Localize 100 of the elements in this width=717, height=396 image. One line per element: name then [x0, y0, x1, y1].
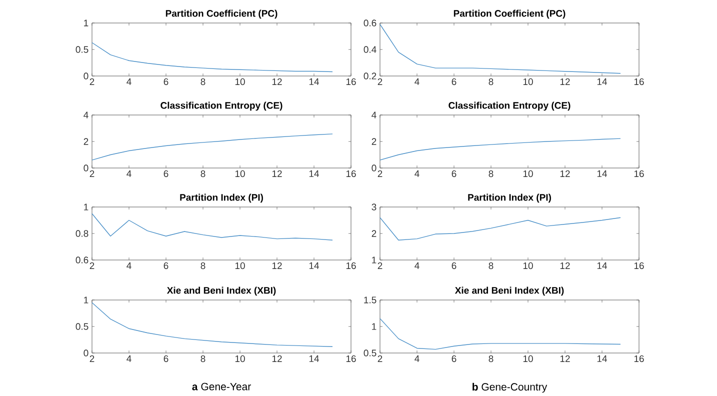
y-tick-label: 0.5 — [76, 46, 88, 53]
x-tick-label: 14 — [309, 262, 319, 269]
y-tick-label: 1 — [372, 323, 376, 330]
x-tick-label: 2 — [90, 355, 94, 362]
text: b Gene-Country — [472, 382, 548, 393]
x-tick-label: 4 — [414, 78, 420, 85]
y-tick-label: 0.8 — [76, 230, 88, 237]
x-tick-label: 4 — [126, 170, 132, 177]
x-tick-label: 8 — [200, 170, 206, 178]
x-tick-label: 10 — [523, 78, 533, 86]
x-tick-label: 2 — [378, 78, 382, 85]
x-tick-label: 12 — [272, 170, 282, 177]
x-tick-label: 4 — [414, 355, 420, 362]
x-tick-label: 14 — [597, 78, 608, 85]
x-tick-label: 8 — [200, 262, 206, 270]
x-tick-label: 2 — [378, 355, 382, 362]
y-tick-label: 0 — [84, 164, 88, 172]
x-tick-label: 6 — [164, 170, 168, 178]
x-tick-label: 2 — [90, 170, 94, 177]
x-tick-label: 14 — [309, 170, 319, 177]
x-tick-label: 12 — [560, 78, 570, 85]
x-tick-label: 8 — [200, 78, 206, 86]
x-tick-label: 16 — [634, 262, 644, 270]
x-tick-label: 16 — [346, 170, 356, 178]
x-tick-label: 6 — [452, 170, 456, 178]
x-tick-label: 14 — [309, 355, 319, 362]
x-tick-label: 4 — [126, 78, 132, 85]
y-tick-label: 0.5 — [364, 350, 376, 356]
x-tick-label: 2 — [378, 170, 382, 177]
x-tick-label: 2 — [90, 262, 94, 269]
x-tick-label: 14 — [597, 170, 608, 177]
chart-title: Classification Entropy (CE) — [160, 102, 282, 111]
x-tick-label: 12 — [560, 355, 570, 362]
x-tick-label: 8 — [200, 355, 206, 362]
x-tick-label: 12 — [272, 262, 282, 269]
y-tick-label: 1 — [84, 204, 88, 210]
y-tick-label: 0.4 — [364, 46, 376, 53]
x-tick-label: 10 — [523, 355, 533, 362]
x-tick-label: 10 — [235, 355, 245, 362]
y-tick-label: 0.5 — [76, 323, 88, 330]
x-tick-label: 10 — [235, 78, 245, 86]
x-tick-label: 16 — [346, 78, 356, 86]
x-tick-label: 10 — [523, 170, 533, 178]
x-tick-label: 8 — [488, 170, 494, 178]
x-tick-label: 10 — [523, 262, 533, 270]
x-tick-label: 6 — [452, 262, 456, 270]
y-tick-label: 2 — [84, 138, 88, 145]
text: a Gene-Year — [192, 382, 251, 390]
x-tick-label: 6 — [452, 355, 456, 362]
chart-title: Partition Coefficient (PC) — [454, 10, 566, 19]
x-tick-label: 14 — [597, 262, 608, 269]
y-tick-label: 4 — [84, 112, 88, 118]
x-tick-label: 16 — [634, 78, 644, 86]
y-tick-label: 4 — [372, 112, 376, 118]
y-tick-label: 1 — [372, 256, 376, 264]
x-tick-label: 16 — [346, 355, 356, 362]
x-tick-label: 6 — [452, 78, 456, 86]
chart-title: Partition Coefficient (PC) — [166, 10, 278, 19]
y-tick-label: 0.6 — [364, 20, 376, 26]
y-tick-label: 0 — [84, 72, 88, 80]
y-tick-label: 0.6 — [76, 256, 88, 264]
chart-title: Xie and Beni Index (XBI) — [166, 286, 276, 296]
x-tick-label: 12 — [560, 170, 570, 177]
x-tick-label: 8 — [488, 262, 494, 270]
x-tick-label: 2 — [378, 262, 382, 269]
chart-title: Classification Entropy (CE) — [448, 102, 570, 111]
x-tick-label: 4 — [414, 170, 420, 177]
x-tick-label: 6 — [164, 262, 168, 270]
y-tick-label: 3 — [372, 204, 376, 210]
x-tick-label: 14 — [597, 355, 608, 362]
y-tick-label: 1 — [84, 296, 88, 304]
chart-title: Xie and Beni Index (XBI) — [454, 286, 564, 296]
x-tick-label: 12 — [272, 78, 282, 85]
x-tick-label: 8 — [488, 78, 494, 86]
x-tick-label: 4 — [126, 355, 132, 362]
x-tick-label: 12 — [272, 355, 282, 362]
y-tick-label: 0 — [372, 164, 376, 172]
x-tick-label: 12 — [560, 262, 570, 269]
x-tick-label: 14 — [309, 78, 319, 85]
y-tick-label: 1 — [84, 20, 88, 26]
line-series — [92, 213, 333, 240]
x-tick-label: 16 — [634, 170, 644, 178]
chart-title: Partition Index (PI) — [468, 194, 551, 203]
line-series — [92, 134, 333, 160]
x-tick-label: 8 — [488, 355, 494, 362]
y-tick-label: 2 — [372, 230, 376, 237]
x-tick-label: 6 — [164, 355, 168, 362]
x-tick-label: 2 — [90, 78, 94, 85]
x-tick-label: 4 — [414, 262, 420, 269]
y-tick-label: 0 — [84, 350, 88, 356]
x-tick-label: 16 — [634, 355, 644, 362]
x-tick-label: 10 — [235, 262, 245, 270]
y-tick-label: 2 — [372, 138, 376, 145]
x-tick-label: 16 — [346, 262, 356, 270]
x-tick-label: 6 — [164, 78, 168, 86]
y-tick-label: 1.5 — [364, 296, 376, 304]
x-tick-label: 4 — [126, 262, 132, 269]
x-tick-label: 10 — [235, 170, 245, 178]
chart-title: Partition Index (PI) — [180, 194, 263, 203]
y-tick-label: 0.2 — [364, 72, 376, 80]
